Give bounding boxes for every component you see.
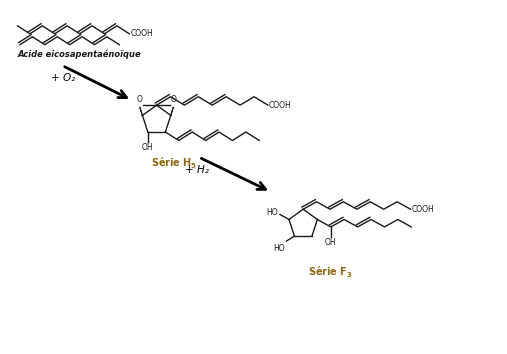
Text: $\mathit{\mathbf{S\acute{e}rie\ F_3}}$: $\mathit{\mathbf{S\acute{e}rie\ F_3}}$ bbox=[308, 265, 353, 280]
Text: COOH: COOH bbox=[130, 29, 153, 38]
Text: OH: OH bbox=[325, 238, 337, 247]
Text: HO: HO bbox=[273, 244, 284, 252]
Text: COOH: COOH bbox=[269, 101, 292, 110]
Text: + O₂: + O₂ bbox=[51, 73, 75, 83]
Text: HO: HO bbox=[267, 208, 278, 217]
Text: OH: OH bbox=[142, 143, 154, 153]
Text: + H₂: + H₂ bbox=[185, 165, 209, 175]
Text: O: O bbox=[170, 95, 176, 103]
Text: Acide eicosapentaénoïque: Acide eicosapentaénoïque bbox=[17, 49, 141, 59]
Text: COOH: COOH bbox=[412, 205, 434, 214]
Text: $\mathit{\mathbf{S\acute{e}rie\ H_5}}$: $\mathit{\mathbf{S\acute{e}rie\ H_5}}$ bbox=[151, 156, 197, 171]
Text: O: O bbox=[137, 95, 143, 103]
